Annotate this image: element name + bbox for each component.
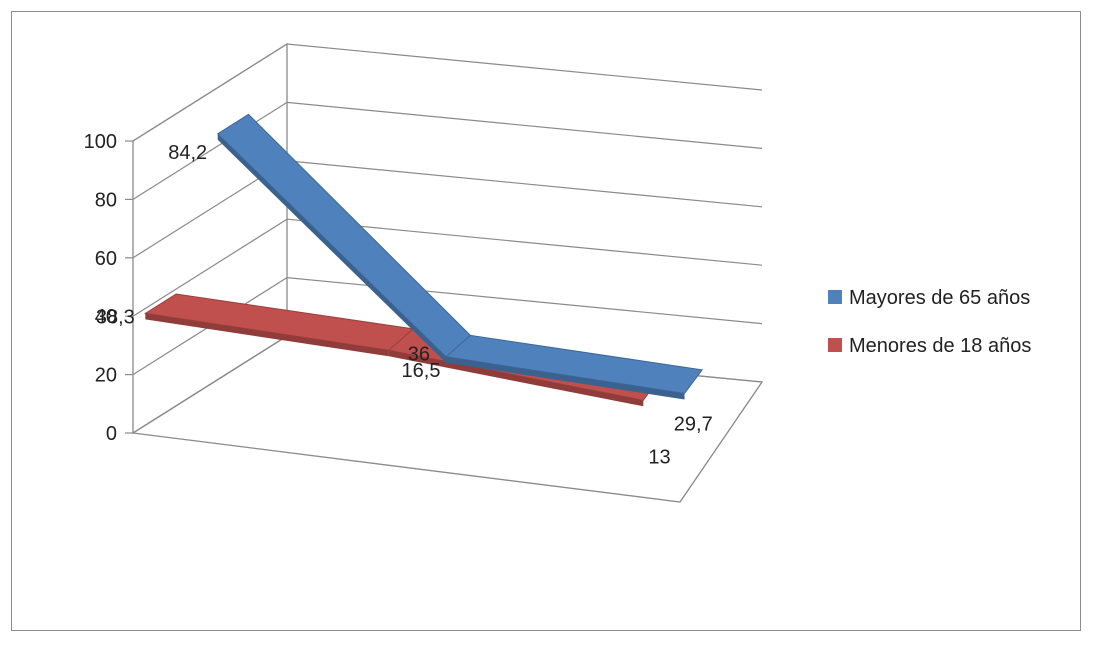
- chart-walls: [131, 42, 764, 503]
- legend-label-1: Menores de 18 años: [849, 335, 1031, 357]
- y-tick-label: 100: [84, 131, 117, 153]
- data-label-0-0: 84,2: [168, 142, 207, 164]
- ribbon-edge: [145, 313, 389, 357]
- series-layer: [143, 113, 704, 407]
- data-label-0-2: 13: [648, 447, 670, 469]
- data-label-1-2: 29,7: [674, 413, 713, 435]
- gridline: [132, 101, 763, 200]
- legend-swatch-0: [828, 290, 842, 304]
- data-labels: 38,3 36 29,7 84,2 16,5 13: [96, 142, 713, 469]
- left-wall: [132, 42, 288, 435]
- data-label-1-0: 38,3: [96, 306, 135, 328]
- gridline: [132, 160, 763, 259]
- y-tick-label: 20: [95, 365, 117, 387]
- gridline: [132, 276, 763, 376]
- gridline: [132, 43, 763, 142]
- ribbon-edge: [446, 356, 685, 400]
- legend-label-0: Mayores de 65 años: [849, 287, 1030, 309]
- data-label-1-1: 36: [408, 343, 430, 365]
- ribbon-edge: [217, 133, 446, 363]
- y-tick-label: 40: [95, 306, 117, 328]
- ribbon-edge: [388, 350, 644, 407]
- chart-frame: [11, 11, 1081, 631]
- y-tick-label: 80: [95, 189, 117, 211]
- y-axis-ticks: 0 20 40 60 80 100: [84, 131, 133, 445]
- series-0-ribbon: [216, 113, 704, 400]
- legend-swatch-1: [828, 338, 842, 352]
- y-tick-label: 0: [106, 423, 117, 445]
- y-tick-label: 60: [95, 248, 117, 270]
- gridline: [132, 218, 763, 317]
- data-label-0-1: 16,5: [402, 360, 441, 382]
- legend: Mayores de 65 años Menores de 18 años: [828, 287, 1031, 357]
